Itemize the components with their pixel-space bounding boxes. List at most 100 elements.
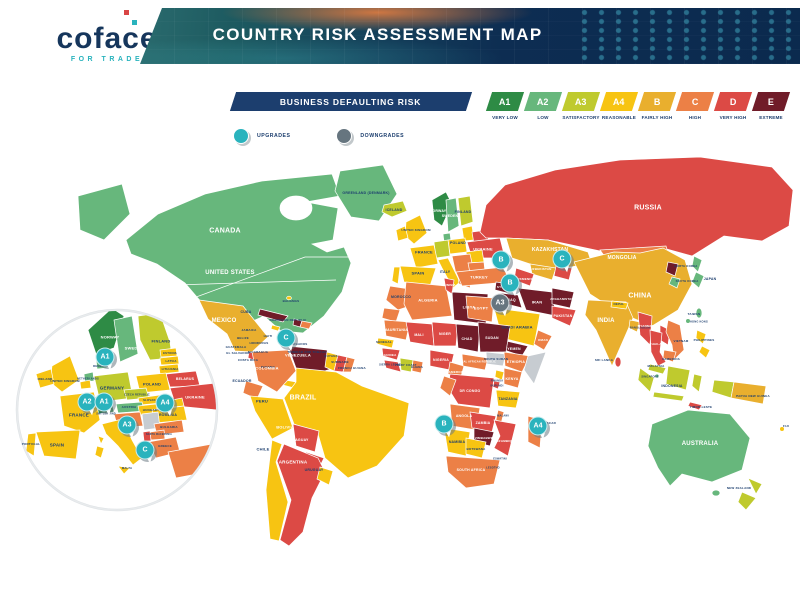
country-central-african-republic xyxy=(461,353,489,371)
logo-wordmark: coface xyxy=(56,22,158,55)
country-hong-kong xyxy=(686,319,690,323)
europe-inset xyxy=(15,308,219,512)
upgrades-legend-item: UPGRADES xyxy=(233,128,290,144)
banner-binary-dots xyxy=(575,8,800,64)
country-cuba xyxy=(257,308,289,323)
country-vietnam xyxy=(665,319,685,361)
country-japan-south xyxy=(691,271,705,289)
rating-upgrade-marker: A3 xyxy=(117,415,137,435)
country-bangladesh xyxy=(628,319,641,333)
country-dominican-republic xyxy=(299,320,313,330)
inset-spain xyxy=(35,429,81,460)
inset-latvia xyxy=(159,355,180,366)
inset-belgium xyxy=(79,379,92,390)
banner-grid xyxy=(140,8,800,64)
marker-grade-code: C xyxy=(559,255,565,263)
country-guinea xyxy=(381,347,401,361)
country-philippines-south xyxy=(698,345,711,359)
inset-ireland xyxy=(35,368,55,389)
marker-grade-code: B xyxy=(441,420,447,428)
rating-upgrade-marker: A1 xyxy=(95,347,115,367)
country-uganda xyxy=(494,369,505,381)
downgrades-label: DOWNGRADES xyxy=(360,133,405,139)
country-sri-lanka xyxy=(614,356,622,368)
grade-label: FAIRLY HIGH xyxy=(641,115,673,120)
grade-label: SATISFACTORY xyxy=(562,115,600,120)
country-poland xyxy=(447,237,468,255)
inset-sweden xyxy=(113,315,139,363)
rating-upgrade-marker: C xyxy=(135,440,155,460)
risk-grade-d: D VERY HIGH xyxy=(713,92,753,120)
rating-upgrade-marker: A4 xyxy=(155,393,175,413)
marker-grade-code: C xyxy=(142,446,148,454)
country-rwanda-burundi xyxy=(492,380,501,390)
country-cambodia xyxy=(662,349,677,363)
country-france xyxy=(409,244,439,269)
country-egypt xyxy=(465,295,495,323)
country-timor-leste xyxy=(687,401,703,411)
country-colombia xyxy=(251,349,297,393)
country-uzbekistan xyxy=(529,263,557,281)
marker-grade-code: A1 xyxy=(99,398,109,406)
country-north-korea xyxy=(665,261,679,277)
country-south-africa xyxy=(445,455,501,489)
grade-label: REASONABLE xyxy=(601,115,637,120)
country-papua-new-guinea xyxy=(730,381,767,405)
marker-grade-code: B xyxy=(498,256,504,264)
risk-grade-scale: A1 VERY LOW A2 LOW A3 SATISFACTORY A4 REASONABL… xyxy=(485,92,791,120)
country-senegal xyxy=(376,337,395,349)
inset-belarus xyxy=(165,370,201,388)
country-iceland xyxy=(381,200,408,218)
marker-grade-code: C xyxy=(283,334,289,342)
country-japan-north xyxy=(691,255,703,273)
grade-label: VERY HIGH xyxy=(719,115,747,120)
inset-ring xyxy=(16,309,218,511)
downgrade-bubble-icon xyxy=(336,128,353,144)
inset-countries xyxy=(25,311,216,479)
country-ireland xyxy=(395,225,409,242)
country-united-kingdom xyxy=(404,214,428,245)
country-greenland xyxy=(334,164,398,222)
country-argentina xyxy=(276,443,326,547)
country-new-zealand-south xyxy=(737,491,757,511)
page-title: COUNTRY RISK ASSESSMENT MAP xyxy=(212,25,543,45)
country-gabon-congo xyxy=(439,375,457,397)
country-dr-congo xyxy=(447,373,495,409)
rating-downgrade-marker: A3 xyxy=(490,293,510,313)
oceania-region xyxy=(647,409,784,511)
rating-upgrade-marker: C xyxy=(276,328,296,348)
country-mozambique xyxy=(493,419,517,457)
logo-tagline: FOR TRADE xyxy=(70,56,144,63)
inset-north-macedonia xyxy=(149,429,166,441)
country-india xyxy=(584,299,634,367)
country-uruguay xyxy=(316,466,334,486)
inset-albania xyxy=(142,430,152,442)
north-america-region xyxy=(77,164,408,334)
country-algeria xyxy=(403,281,453,321)
banner-glow xyxy=(140,8,800,64)
country-singapore xyxy=(655,374,659,378)
rating-upgrade-marker: B xyxy=(500,273,520,293)
country-sweden xyxy=(445,197,460,233)
country-portugal xyxy=(391,266,401,285)
inset-portugal xyxy=(25,432,37,457)
country-thailand xyxy=(649,329,667,367)
upgrades-label: UPGRADES xyxy=(257,133,291,139)
country-mali xyxy=(405,321,435,347)
marker-grade-code: A3 xyxy=(495,299,505,307)
country-south-sudan xyxy=(485,351,507,367)
rating-upgrade-marker: C xyxy=(552,249,572,269)
country-niger xyxy=(431,321,459,347)
country-ghana xyxy=(411,359,424,374)
country-indonesia-sulawesi xyxy=(691,373,703,393)
country-peru xyxy=(249,395,294,440)
rating-upgrade-marker: A1 xyxy=(94,392,114,412)
grade-label: LOW xyxy=(537,115,549,120)
banner-accent-teal xyxy=(132,20,137,25)
banner-accent-red xyxy=(124,10,129,15)
country-nepal xyxy=(610,300,629,310)
country-finland xyxy=(457,195,474,227)
inset-netherlands xyxy=(83,371,95,383)
